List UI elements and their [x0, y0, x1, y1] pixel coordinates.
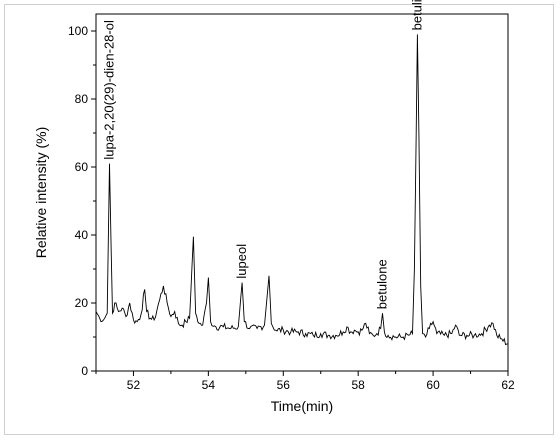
y-axis-ticks: 0 20 40 60 80 100	[68, 24, 96, 378]
peak-label: lupa-2,20(29)-dien-28-ol	[101, 20, 116, 160]
y-tick-label: 80	[75, 92, 89, 106]
y-axis-title: Relative intensity (%)	[33, 127, 49, 259]
x-tick-label: 60	[426, 378, 440, 392]
x-tick-label: 54	[202, 378, 216, 392]
y-tick-label: 40	[75, 228, 89, 242]
x-tick-label: 56	[277, 378, 291, 392]
y-tick-label: 0	[81, 364, 88, 378]
x-axis-ticks: 52 54 56 58 60 62	[95, 371, 515, 392]
peak-labels: lupa-2,20(29)-dien-28-ol lupeol betulone be…	[101, 0, 424, 309]
peak-label: betulone	[375, 259, 390, 309]
peak-label: lupeol	[234, 244, 249, 279]
x-tick-label: 62	[501, 378, 515, 392]
x-axis-title: Time(min)	[271, 398, 333, 414]
peak-label: betulin	[409, 0, 424, 30]
y-tick-label: 60	[75, 160, 89, 174]
x-tick-label: 52	[127, 378, 141, 392]
y-tick-label: 100	[68, 24, 88, 38]
x-tick-label: 58	[352, 378, 366, 392]
plot-area	[95, 13, 509, 372]
series-line	[95, 34, 509, 346]
y-tick-label: 20	[75, 296, 89, 310]
